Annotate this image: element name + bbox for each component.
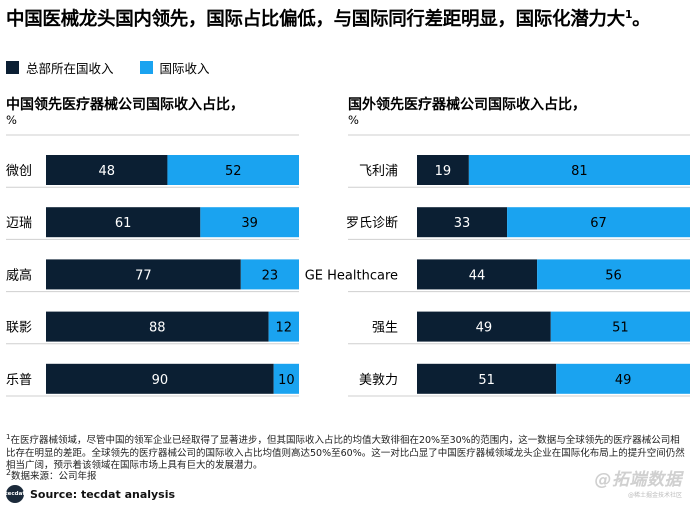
legend-item-international: 国际收入 (139, 58, 210, 77)
right-bar-domestic (417, 363, 557, 394)
legend-item-domestic: 总部所在国收入 (6, 58, 114, 77)
right-bar-domestic (417, 259, 538, 290)
right-data-label: 44 (469, 268, 486, 283)
right-bar-domestic (417, 155, 469, 185)
left-category-label: 威高 (6, 267, 32, 283)
left-data-label: 48 (98, 164, 115, 179)
right-bar-international (556, 363, 690, 394)
left-data-label: 88 (149, 321, 166, 336)
right-chart-unit: % (348, 113, 359, 127)
right-category-label: 美敦力 (359, 372, 398, 388)
source: tecdat Source: tecdat analysis (5, 485, 176, 503)
left-bar-international (273, 363, 299, 394)
legend-swatch-domestic (6, 61, 19, 74)
left-bar-international (268, 311, 299, 342)
left-bar-domestic (46, 207, 201, 238)
legend-label-international: 国际收入 (159, 61, 210, 76)
data-source-note: 2数据来源：公司年报 (6, 468, 97, 483)
left-bar-domestic (46, 311, 269, 342)
watermark-main: @拓端数据 (594, 470, 682, 490)
watermark: @拓端数据 @稀土掘金技术社区 (595, 465, 683, 499)
left-data-label: 39 (241, 216, 258, 231)
left-bar-domestic (46, 363, 274, 394)
left-data-label: 90 (152, 373, 169, 388)
right-data-label: 81 (571, 164, 588, 179)
right-category-label: 强生 (372, 321, 398, 336)
left-category-label: 微创 (6, 164, 32, 179)
right-category-label: 飞利浦 (359, 164, 398, 179)
left-data-label: 12 (276, 321, 293, 336)
left-category-label: 联影 (6, 321, 32, 336)
right-data-label: 56 (605, 268, 622, 283)
chart-area: 微创 48 52 迈瑞 61 39 威高 77 23 联影 88 12 乐普 90 10 飞利浦 19 81 罗氏诊… (6, 134, 690, 397)
left-chart-title: 中国领先医疗器械公司国际收入占比， (6, 97, 244, 113)
right-data-label: 49 (615, 373, 632, 388)
left-bar-international (167, 155, 299, 185)
right-chart-title: 国外领先医疗器械公司国际收入占比， (348, 97, 586, 113)
watermark-sub: @稀土掘金技术社区 (627, 492, 682, 499)
footnote: 1在医疗器械领域，尽管中国的领军企业已经取得了显著进步，但其国际收入占比的均值大… (6, 433, 685, 472)
left-bar-domestic (46, 155, 168, 185)
right-bar-domestic (417, 207, 508, 238)
source-text: Source: tecdat analysis (30, 487, 176, 501)
left-bar-international (200, 207, 299, 238)
right-bar-international (550, 311, 690, 342)
legend-label-domestic: 总部所在国收入 (26, 61, 114, 76)
right-category-label: 罗氏诊断 (346, 216, 398, 231)
left-data-label: 10 (278, 373, 295, 388)
legend-swatch-international (139, 61, 153, 74)
right-data-label: 51 (478, 373, 495, 388)
tecdat-logo-icon: tecdat (5, 485, 25, 503)
right-bar-international (468, 155, 690, 185)
left-data-label: 23 (262, 268, 279, 283)
left-chart-unit: % (6, 113, 17, 127)
left-bar-domestic (46, 259, 241, 290)
left-data-label: 61 (115, 216, 132, 231)
right-data-label: 49 (476, 321, 493, 336)
right-category-label: GE Healthcare (305, 268, 398, 283)
right-data-label: 51 (612, 321, 629, 336)
left-data-label: 52 (225, 164, 242, 179)
right-bar-international (507, 207, 690, 238)
right-data-label: 19 (435, 164, 452, 179)
left-category-label: 乐普 (6, 373, 32, 388)
page-title: 中国医械龙头国内领先，国际占比偏低，与国际同行差距明显，国际化潜力大1。 (6, 8, 651, 31)
legend: 总部所在国收入 国际收入 (6, 58, 236, 77)
left-category-label: 迈瑞 (6, 216, 32, 231)
right-data-label: 33 (454, 216, 471, 231)
left-bar-international (240, 259, 299, 290)
right-data-label: 67 (590, 216, 607, 231)
right-bar-international (537, 259, 690, 290)
right-bar-domestic (417, 311, 551, 342)
left-data-label: 77 (135, 268, 152, 283)
